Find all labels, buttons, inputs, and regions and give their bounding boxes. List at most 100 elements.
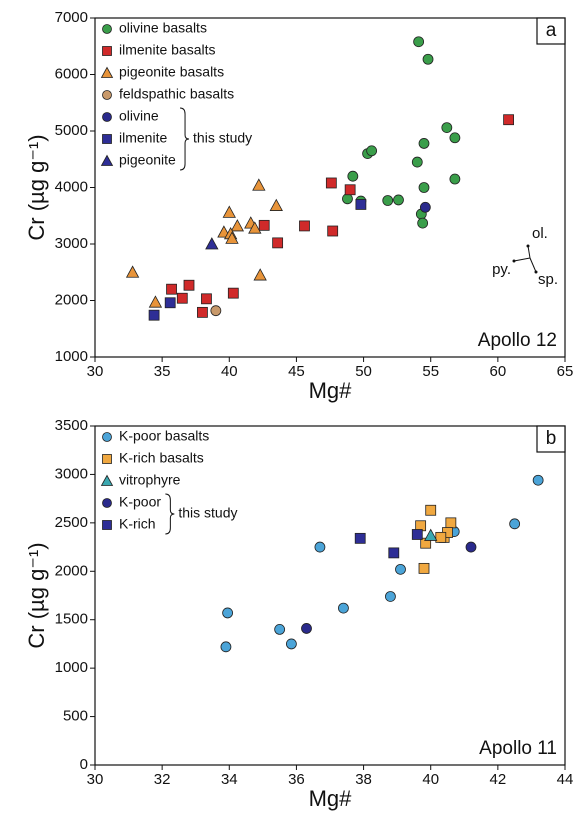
circle-marker (441, 122, 453, 134)
circle-marker (338, 602, 349, 614)
square-marker (164, 297, 176, 309)
y-axis-title: Cr (µg g⁻¹) (24, 542, 49, 648)
y-tick-label: 500 (63, 708, 88, 725)
panel-letter-box (536, 425, 566, 453)
legend-marker (102, 112, 112, 122)
legend-label: pigeonite (119, 152, 176, 168)
legend-label: K-poor (119, 494, 161, 510)
square-marker (197, 306, 208, 318)
square-marker (418, 562, 430, 574)
circle-marker (210, 305, 222, 317)
circle-marker (418, 138, 430, 149)
legend-marker (102, 24, 112, 34)
legend-marker (102, 46, 112, 56)
panel-letter-box (536, 17, 566, 45)
circle-marker (342, 193, 353, 205)
circle-marker (366, 145, 378, 157)
x-tick-label: 36 (288, 771, 305, 788)
x-tick-label: 44 (557, 771, 574, 788)
plot-frame (94, 425, 566, 766)
y-tick-label: 2500 (55, 514, 88, 531)
x-tick-label: 30 (87, 771, 104, 788)
circle-marker (220, 641, 232, 653)
square-marker (425, 504, 437, 516)
x-tick-label: 30 (87, 363, 104, 380)
legend-marker (102, 134, 112, 144)
circle-marker (393, 194, 404, 206)
panel-letter: a (546, 20, 557, 41)
legend-label: pigeonite basalts (119, 64, 224, 80)
square-marker (148, 309, 160, 321)
y-tick-label: 3000 (55, 235, 88, 252)
y-axis-title: Cr (µg g⁻¹) (24, 134, 49, 240)
y-tick-label: 7000 (55, 9, 88, 26)
triangle-marker (248, 221, 262, 234)
circle-marker (532, 474, 544, 486)
legend-label: olivine (119, 108, 159, 124)
legend-brace (165, 493, 175, 535)
circle-marker (347, 170, 359, 182)
square-marker (411, 529, 423, 540)
direction-arrow (513, 257, 531, 262)
circle-marker (449, 132, 461, 144)
square-marker (327, 225, 339, 237)
square-marker (355, 199, 367, 210)
triangle-marker (424, 528, 438, 541)
square-marker (503, 114, 515, 126)
x-tick-label: 55 (422, 363, 439, 380)
legend-marker (102, 498, 112, 508)
legend-marker (100, 474, 114, 486)
y-tick-label: 5000 (55, 122, 88, 139)
circle-marker (382, 195, 394, 206)
legend-label: ilmenite (119, 130, 167, 146)
circle-marker (449, 173, 461, 185)
x-axis-title: Mg# (309, 378, 353, 403)
legend-brace (180, 107, 190, 171)
arrow-label: sp. (538, 271, 558, 288)
square-marker (445, 517, 457, 529)
triangle-marker (222, 205, 236, 218)
y-tick-label: 1000 (55, 348, 88, 365)
x-tick-label: 40 (422, 771, 439, 788)
circle-marker (395, 563, 406, 575)
legend-label: olivine basalts (119, 20, 207, 36)
square-marker (272, 237, 284, 249)
y-tick-label: 6000 (55, 65, 88, 82)
legend-marker (100, 154, 114, 166)
legend-marker (102, 454, 112, 464)
direction-arrow (529, 257, 537, 273)
circle-marker (274, 624, 286, 635)
square-marker (325, 177, 337, 189)
x-tick-label: 34 (221, 771, 238, 788)
panel-letter: b (546, 428, 557, 449)
legend-label: ilmenite basalts (119, 42, 216, 58)
arrow-label: ol. (532, 225, 548, 242)
square-marker (183, 279, 195, 291)
x-tick-label: 35 (154, 363, 171, 380)
triangle-marker (125, 265, 140, 278)
x-tick-label: 42 (490, 771, 507, 788)
circle-marker (411, 156, 423, 168)
legend-label: vitrophyre (119, 472, 181, 488)
x-tick-label: 38 (355, 771, 372, 788)
y-tick-label: 0 (80, 756, 88, 773)
circle-marker (314, 541, 326, 553)
x-tick-label: 50 (355, 363, 372, 380)
panel-annotation: Apollo 12 (478, 330, 557, 351)
square-marker (388, 547, 400, 559)
circle-marker (222, 607, 234, 619)
legend-label: K-rich (119, 516, 156, 532)
legend-marker (100, 66, 114, 78)
square-marker (258, 219, 270, 231)
legend-label: K-poor basalts (119, 428, 209, 444)
square-marker (354, 532, 366, 544)
arrow-head (534, 270, 538, 274)
x-tick-label: 45 (288, 363, 305, 380)
triangle-marker (205, 237, 219, 250)
circle-marker (413, 36, 425, 48)
square-marker (435, 531, 447, 543)
circle-marker (285, 638, 297, 650)
circle-marker (465, 541, 477, 553)
